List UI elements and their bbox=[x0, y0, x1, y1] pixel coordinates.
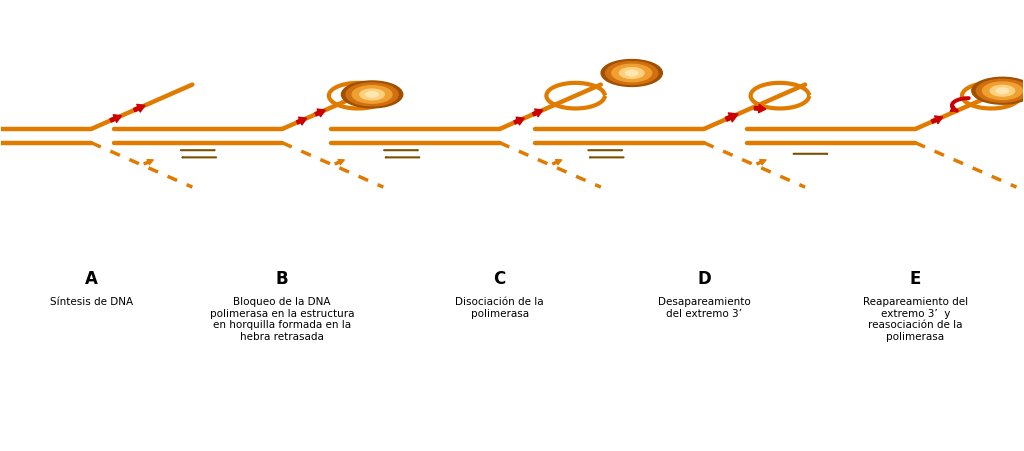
FancyArrowPatch shape bbox=[335, 160, 344, 165]
FancyArrowPatch shape bbox=[144, 160, 154, 165]
Text: Bloqueo de la DNA
polimerasa en la estructura
en horquilla formada en la
hebra r: Bloqueo de la DNA polimerasa en la estru… bbox=[210, 297, 354, 342]
Text: E: E bbox=[909, 270, 921, 288]
Circle shape bbox=[977, 79, 1024, 102]
FancyArrowPatch shape bbox=[514, 117, 524, 125]
Circle shape bbox=[346, 83, 398, 106]
FancyArrowPatch shape bbox=[532, 109, 543, 117]
Text: B: B bbox=[275, 270, 289, 288]
Text: A: A bbox=[85, 270, 97, 288]
Circle shape bbox=[620, 68, 644, 78]
Circle shape bbox=[996, 88, 1009, 93]
FancyArrowPatch shape bbox=[757, 160, 766, 165]
Circle shape bbox=[606, 62, 657, 84]
Circle shape bbox=[352, 86, 392, 103]
Circle shape bbox=[611, 64, 651, 82]
FancyArrowPatch shape bbox=[552, 160, 562, 165]
Text: C: C bbox=[494, 270, 506, 288]
Circle shape bbox=[626, 70, 638, 76]
Text: Disociación de la
polimerasa: Disociación de la polimerasa bbox=[456, 297, 544, 319]
FancyArrowPatch shape bbox=[296, 117, 306, 125]
FancyArrowPatch shape bbox=[110, 115, 121, 122]
Circle shape bbox=[990, 85, 1015, 96]
FancyArrowPatch shape bbox=[133, 104, 144, 112]
Text: D: D bbox=[697, 270, 711, 288]
FancyArrowPatch shape bbox=[725, 113, 738, 122]
Circle shape bbox=[341, 81, 402, 108]
Circle shape bbox=[366, 92, 378, 97]
FancyArrowPatch shape bbox=[931, 116, 943, 124]
FancyArrowPatch shape bbox=[315, 109, 326, 117]
Text: Síntesis de DNA: Síntesis de DNA bbox=[50, 297, 133, 307]
Circle shape bbox=[359, 89, 384, 100]
FancyArrowPatch shape bbox=[755, 104, 766, 113]
Text: Reapareamiento del
extremo 3’  y
reasociación de la
polimerasa: Reapareamiento del extremo 3’ y reasocia… bbox=[863, 297, 968, 342]
Circle shape bbox=[601, 60, 663, 87]
Circle shape bbox=[972, 77, 1024, 104]
Circle shape bbox=[983, 82, 1022, 100]
FancyArrowPatch shape bbox=[950, 105, 956, 111]
Text: Desapareamiento
del extremo 3’: Desapareamiento del extremo 3’ bbox=[657, 297, 751, 319]
